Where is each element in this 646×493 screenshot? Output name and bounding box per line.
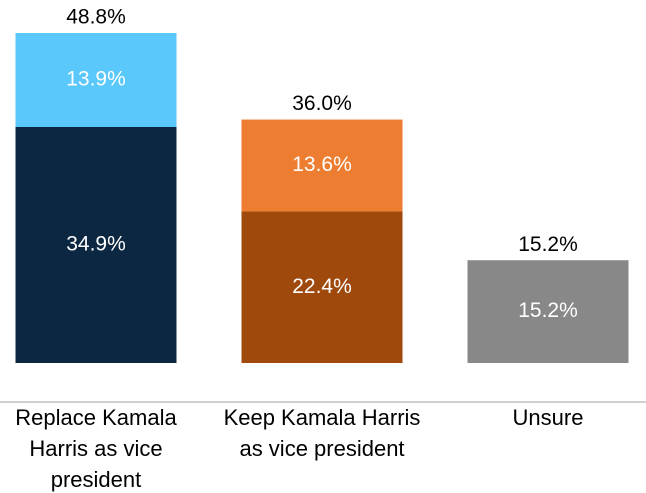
total-label: 15.2% (518, 233, 578, 256)
segment-label: 13.9% (66, 68, 126, 91)
segment-label: 22.4% (292, 275, 352, 298)
bar-segment (467, 260, 629, 363)
segment-label: 34.9% (66, 233, 126, 256)
bar-segment (241, 119, 403, 212)
x-tick-label: Replace Kamala Harris as vice president (15, 405, 177, 492)
bar-segment (15, 126, 177, 363)
total-label: 36.0% (292, 92, 352, 115)
x-tick-label: Unsure (512, 405, 584, 430)
total-label: 48.8% (66, 6, 126, 29)
bar-segment (241, 211, 403, 363)
x-tick-label: Keep Kamala Harris as vice president (223, 405, 421, 461)
segment-label: 15.2% (518, 299, 578, 322)
segment-label: 13.6% (292, 153, 352, 176)
bar-segment (15, 33, 177, 127)
